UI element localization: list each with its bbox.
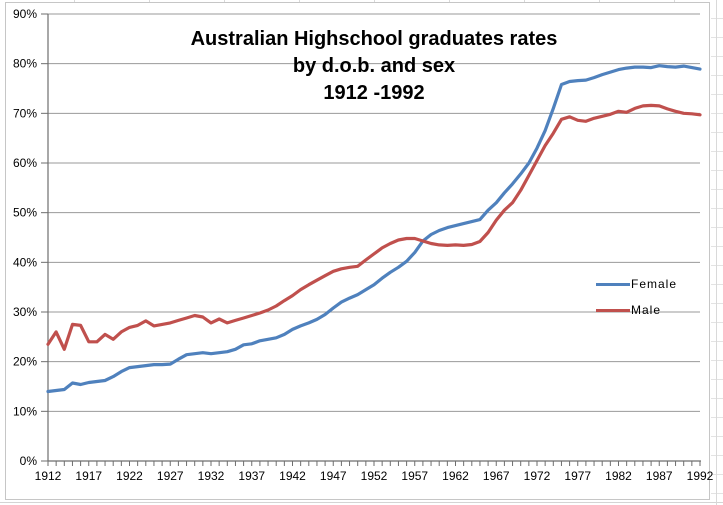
x-tick-label: 1942 [279, 469, 306, 483]
y-tick-label: 60% [13, 156, 37, 170]
spreadsheet-gridline-artifact-right-rows [711, 0, 723, 505]
y-tick-label: 40% [13, 255, 37, 269]
legend-item-male: Male [596, 297, 677, 323]
x-tick-label: 1912 [35, 469, 62, 483]
legend-line-swatch-female [596, 282, 630, 286]
y-tick-label: 0% [20, 454, 38, 468]
y-tick-label: 20% [13, 355, 37, 369]
x-tick-label: 1977 [564, 469, 591, 483]
legend-item-female: Female [596, 271, 677, 297]
chart-title-line-2: by d.o.b. and sex [292, 55, 456, 77]
x-tick-label: 1952 [361, 469, 388, 483]
chart-title-line-3: 1912 -1992 [323, 82, 425, 104]
x-tick-label: 1917 [75, 469, 102, 483]
x-tick-label: 1922 [116, 469, 143, 483]
chart-title-line-1: Australian Highschool graduates rates [190, 28, 558, 50]
x-tick-label: 1927 [157, 469, 184, 483]
x-tick-label: 1987 [646, 469, 673, 483]
legend-label-female: Female [631, 277, 678, 291]
legend-label-male: Male [631, 303, 662, 317]
x-tick-label: 1992 [687, 469, 714, 483]
spreadsheet-gridline-artifact-top [0, 0, 723, 2]
x-tick-label: 1982 [605, 469, 632, 483]
spreadsheet-gridline-artifact-bottom [0, 502, 723, 503]
x-tick-label: 1962 [442, 469, 469, 483]
x-tick-label: 1967 [483, 469, 510, 483]
y-tick-label: 10% [13, 404, 37, 418]
x-tick-label: 1972 [524, 469, 551, 483]
x-tick-label: 1947 [320, 469, 347, 483]
spreadsheet-gridline-artifact-right [716, 0, 717, 505]
y-tick-label: 90% [13, 7, 37, 21]
legend-line-swatch-male [596, 308, 630, 312]
x-tick-label: 1937 [238, 469, 265, 483]
y-tick-label: 50% [13, 206, 37, 220]
x-tick-label: 1932 [198, 469, 225, 483]
chart-title: Australian Highschool graduates rates by… [48, 26, 700, 107]
x-tick-label: 1957 [401, 469, 428, 483]
y-tick-label: 70% [13, 106, 37, 120]
y-tick-label: 30% [13, 305, 37, 319]
legend: Female Male [596, 271, 677, 323]
series-line-female [46, 64, 702, 394]
series-line-male [46, 103, 702, 351]
y-tick-label: 80% [13, 57, 37, 71]
chart-object[interactable] [5, 2, 710, 500]
